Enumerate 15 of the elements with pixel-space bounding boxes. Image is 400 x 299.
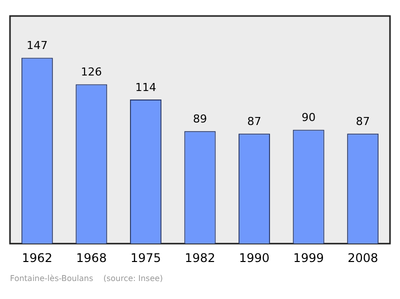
- x-tick-label: 1999: [293, 250, 324, 265]
- data-label: 126: [80, 66, 102, 79]
- data-label: 114: [135, 80, 156, 94]
- x-tick-label: 1990: [239, 250, 270, 265]
- x-tick-label: 2008: [348, 250, 378, 265]
- text: Fontaine-lès-Boulans (source: Insee): [10, 274, 164, 283]
- data-label: 90: [302, 111, 316, 124]
- x-tick-label: 1975: [130, 250, 161, 265]
- x-tick-label: 1962: [22, 250, 52, 265]
- x-tick-label: 1968: [76, 250, 107, 265]
- data-label: 87: [247, 114, 262, 128]
- data-label: 87: [356, 114, 370, 128]
- data-label: 89: [193, 112, 207, 126]
- data-label: 147: [26, 39, 48, 52]
- x-tick-label: 1982: [184, 250, 216, 265]
